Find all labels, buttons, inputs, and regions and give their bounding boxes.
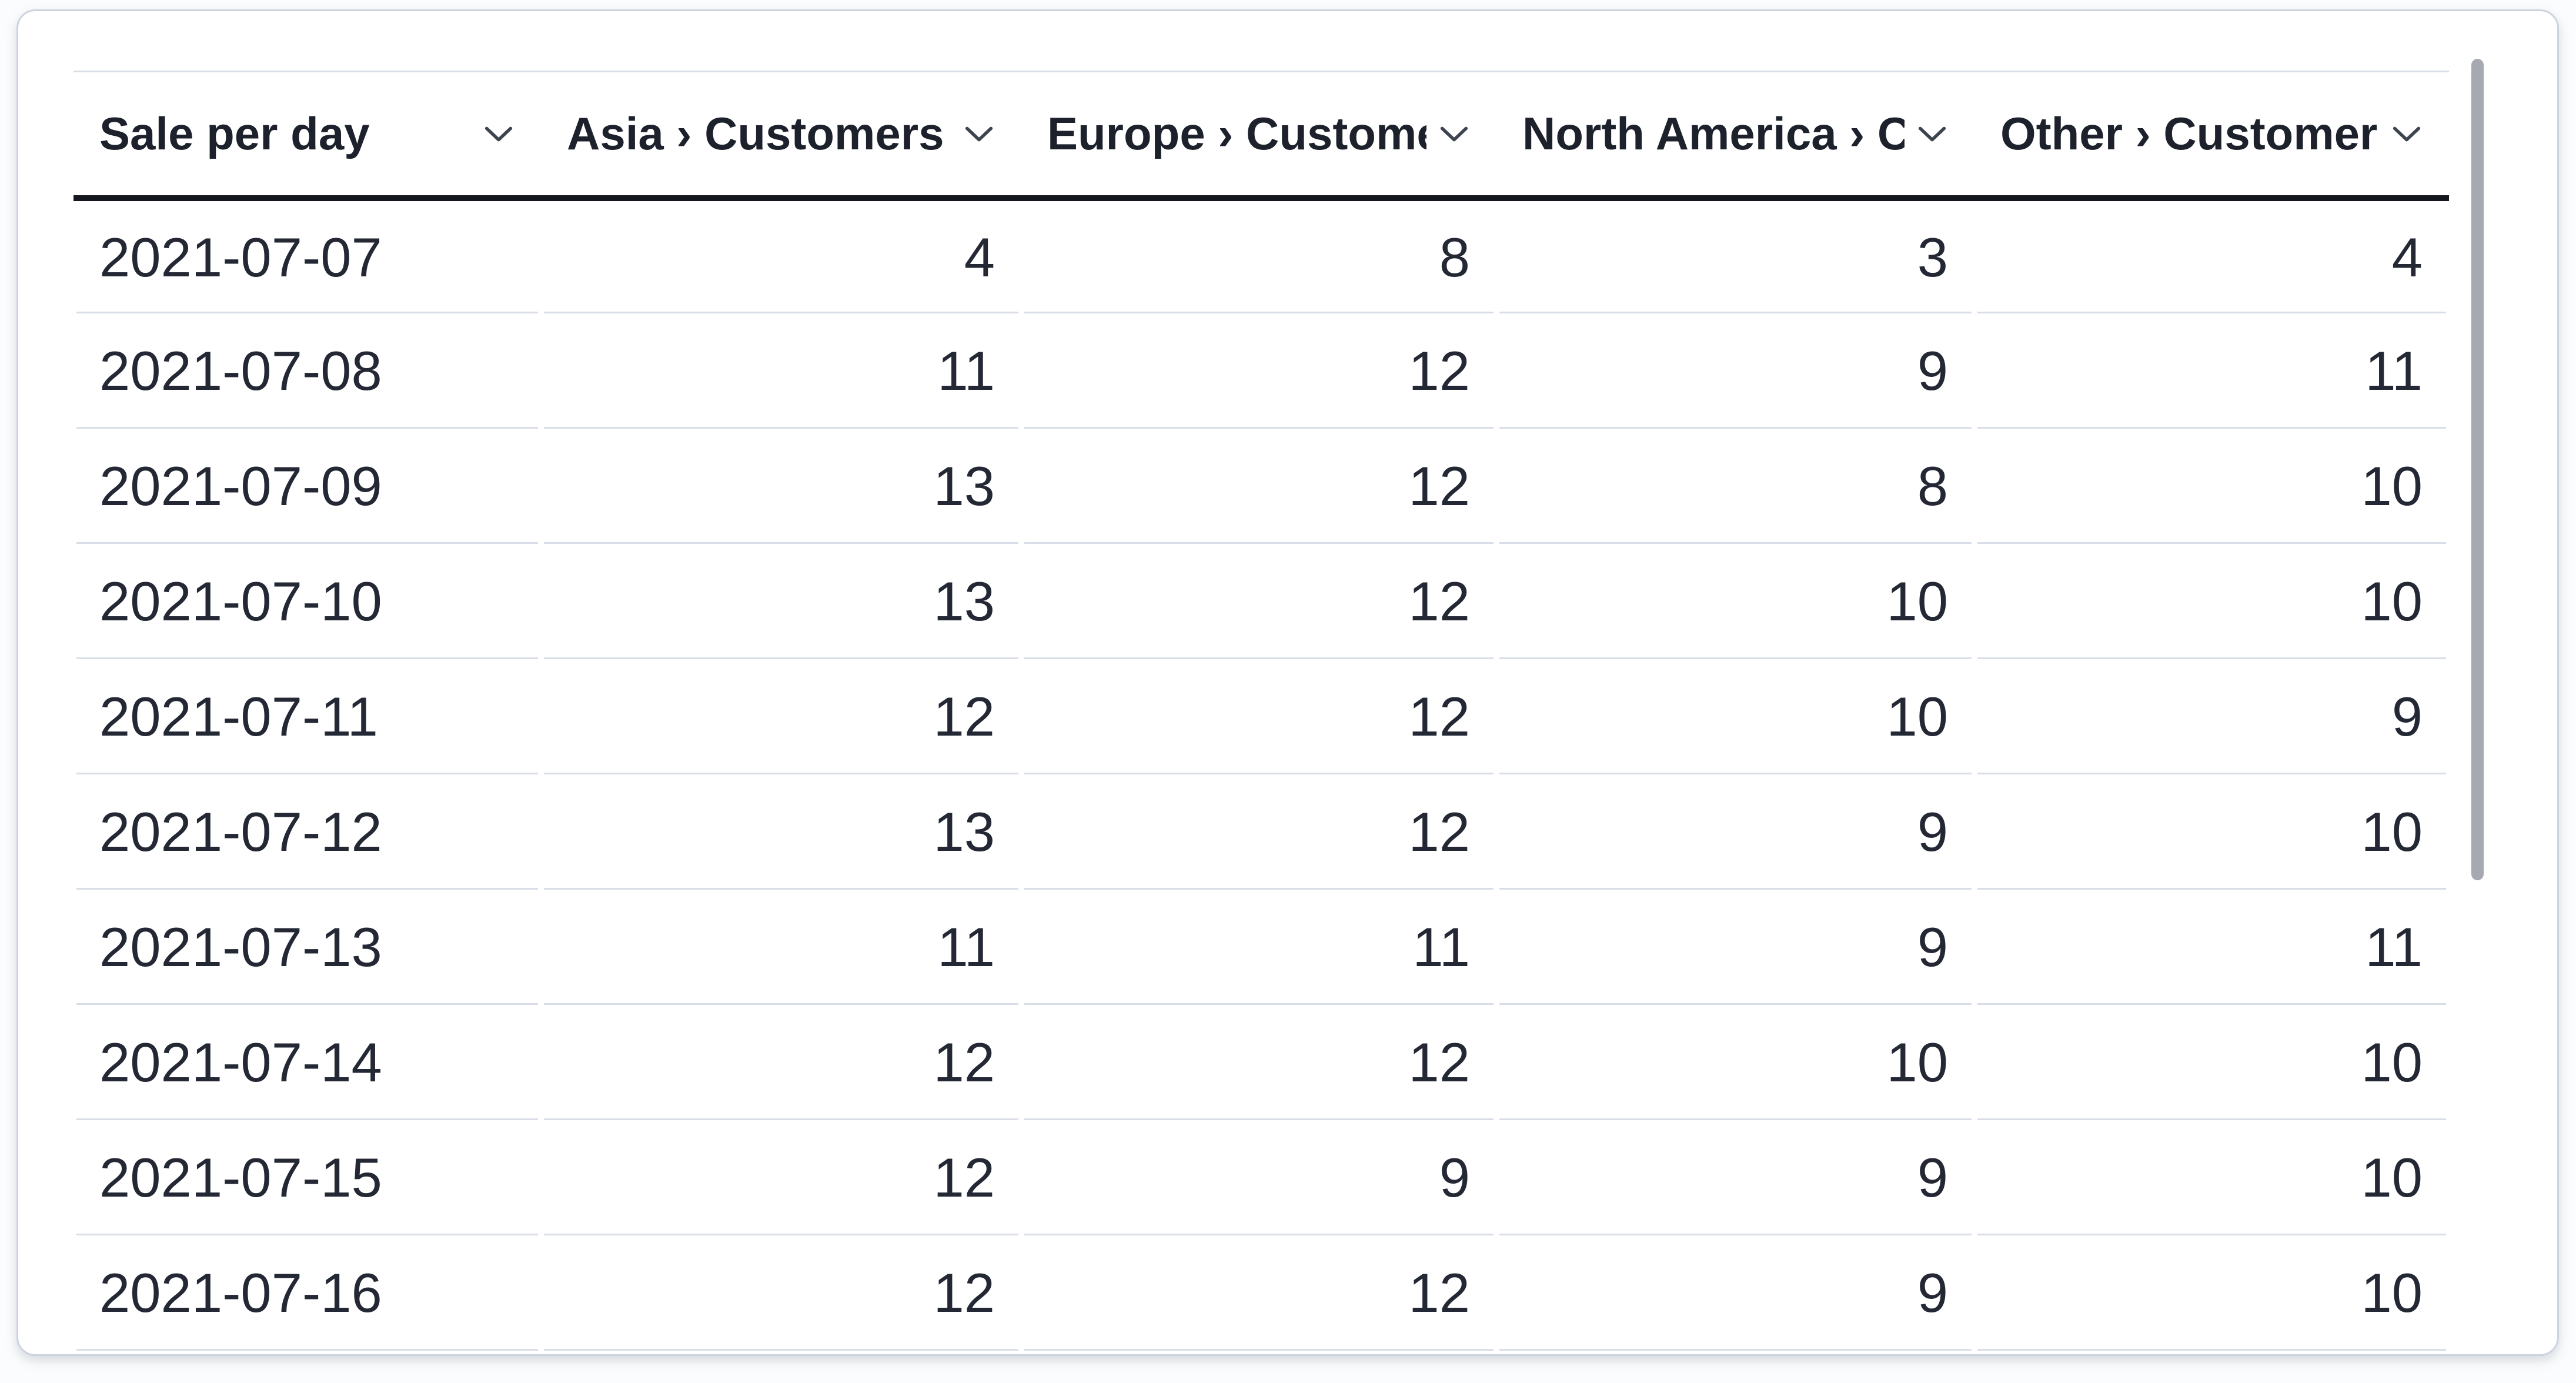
value-cell[interactable]: 3 xyxy=(1496,198,1974,313)
value-cell[interactable]: 12 xyxy=(541,659,1021,774)
value-cell[interactable]: 9 xyxy=(1496,890,1974,1005)
table-row: 2021-07-09 13 12 8 10 xyxy=(73,429,2449,544)
date-cell[interactable]: 2021-07-08 xyxy=(73,313,541,429)
column-header-label: Asia › Customers xyxy=(567,108,944,159)
date-cell[interactable]: 2021-07-09 xyxy=(73,429,541,544)
value-cell[interactable]: 11 xyxy=(1021,890,1496,1005)
value-cell[interactable]: 12 xyxy=(541,1005,1021,1120)
data-table: Sale per day Asia › Customers xyxy=(73,71,2449,1351)
value-cell[interactable]: 12 xyxy=(1021,774,1496,890)
column-header-label: Europe › Customers xyxy=(1047,108,1426,159)
chevron-down-icon[interactable] xyxy=(2391,125,2423,143)
column-header-label: North America › Customers xyxy=(1522,108,1905,159)
table-card: Sale per day Asia › Customers xyxy=(16,9,2559,1356)
value-cell[interactable]: 10 xyxy=(1974,544,2449,659)
chevron-down-icon[interactable] xyxy=(963,125,995,143)
value-cell[interactable]: 9 xyxy=(1496,1235,1974,1351)
value-cell[interactable]: 12 xyxy=(1021,544,1496,659)
value-cell[interactable]: 12 xyxy=(1021,429,1496,544)
table-row: 2021-07-16 12 12 9 10 xyxy=(73,1235,2449,1351)
date-cell[interactable]: 2021-07-13 xyxy=(73,890,541,1005)
column-header-north-america-customers[interactable]: North America › Customers xyxy=(1496,71,1974,201)
value-cell[interactable]: 13 xyxy=(541,544,1021,659)
date-cell[interactable]: 2021-07-14 xyxy=(73,1005,541,1120)
chevron-down-icon[interactable] xyxy=(483,125,514,143)
date-cell[interactable]: 2021-07-15 xyxy=(73,1120,541,1235)
value-cell[interactable]: 10 xyxy=(1974,1120,2449,1235)
date-cell[interactable]: 2021-07-11 xyxy=(73,659,541,774)
value-cell[interactable]: 13 xyxy=(541,429,1021,544)
value-cell[interactable]: 10 xyxy=(1974,1235,2449,1351)
column-header-label: Other › Customers xyxy=(2000,108,2379,159)
value-cell[interactable]: 9 xyxy=(1496,313,1974,429)
value-cell[interactable]: 9 xyxy=(1496,774,1974,890)
table-header: Sale per day Asia › Customers xyxy=(73,71,2449,201)
table-row: 2021-07-12 13 12 9 10 xyxy=(73,774,2449,890)
column-header-sale-per-day[interactable]: Sale per day xyxy=(73,71,541,201)
header-row: Sale per day Asia › Customers xyxy=(73,71,2449,201)
column-header-other-customers[interactable]: Other › Customers xyxy=(1974,71,2449,201)
date-cell[interactable]: 2021-07-16 xyxy=(73,1235,541,1351)
value-cell[interactable]: 4 xyxy=(1974,198,2449,313)
table-row: 2021-07-11 12 12 10 9 xyxy=(73,659,2449,774)
value-cell[interactable]: 8 xyxy=(1496,429,1974,544)
sale-per-day-table: Sale per day Asia › Customers xyxy=(73,71,2449,1351)
value-cell[interactable]: 4 xyxy=(541,198,1021,313)
value-cell[interactable]: 10 xyxy=(1974,429,2449,544)
table-row: 2021-07-07 4 8 3 4 xyxy=(73,198,2449,313)
value-cell[interactable]: 11 xyxy=(1974,890,2449,1005)
value-cell[interactable]: 12 xyxy=(541,1235,1021,1351)
chevron-down-icon[interactable] xyxy=(1438,125,1470,143)
value-cell[interactable]: 10 xyxy=(1496,544,1974,659)
value-cell[interactable]: 11 xyxy=(541,890,1021,1005)
date-cell[interactable]: 2021-07-07 xyxy=(73,198,541,313)
value-cell[interactable]: 12 xyxy=(1021,659,1496,774)
value-cell[interactable]: 12 xyxy=(1021,1005,1496,1120)
value-cell[interactable]: 9 xyxy=(1021,1120,1496,1235)
value-cell[interactable]: 10 xyxy=(1496,659,1974,774)
value-cell[interactable]: 10 xyxy=(1974,774,2449,890)
table-row: 2021-07-15 12 9 9 10 xyxy=(73,1120,2449,1235)
value-cell[interactable]: 11 xyxy=(541,313,1021,429)
vertical-scrollbar-thumb[interactable] xyxy=(2471,59,2484,880)
column-header-asia-customers[interactable]: Asia › Customers xyxy=(541,71,1021,201)
table-row: 2021-07-08 11 12 9 11 xyxy=(73,313,2449,429)
table-row: 2021-07-10 13 12 10 10 xyxy=(73,544,2449,659)
column-header-label: Sale per day xyxy=(99,108,370,159)
value-cell[interactable]: 11 xyxy=(1974,313,2449,429)
value-cell[interactable]: 8 xyxy=(1021,198,1496,313)
table-row: 2021-07-13 11 11 9 11 xyxy=(73,890,2449,1005)
chevron-down-icon[interactable] xyxy=(1916,125,1948,143)
value-cell[interactable]: 13 xyxy=(541,774,1021,890)
column-header-europe-customers[interactable]: Europe › Customers xyxy=(1021,71,1496,201)
value-cell[interactable]: 12 xyxy=(1021,1235,1496,1351)
value-cell[interactable]: 10 xyxy=(1974,1005,2449,1120)
value-cell[interactable]: 9 xyxy=(1974,659,2449,774)
value-cell[interactable]: 10 xyxy=(1496,1005,1974,1120)
value-cell[interactable]: 12 xyxy=(1021,313,1496,429)
value-cell[interactable]: 12 xyxy=(541,1120,1021,1235)
date-cell[interactable]: 2021-07-12 xyxy=(73,774,541,890)
value-cell[interactable]: 9 xyxy=(1496,1120,1974,1235)
date-cell[interactable]: 2021-07-10 xyxy=(73,544,541,659)
table-row: 2021-07-14 12 12 10 10 xyxy=(73,1005,2449,1120)
table-body: 2021-07-07 4 8 3 4 2021-07-08 11 12 9 11 2021-07-0… xyxy=(73,198,2449,1351)
